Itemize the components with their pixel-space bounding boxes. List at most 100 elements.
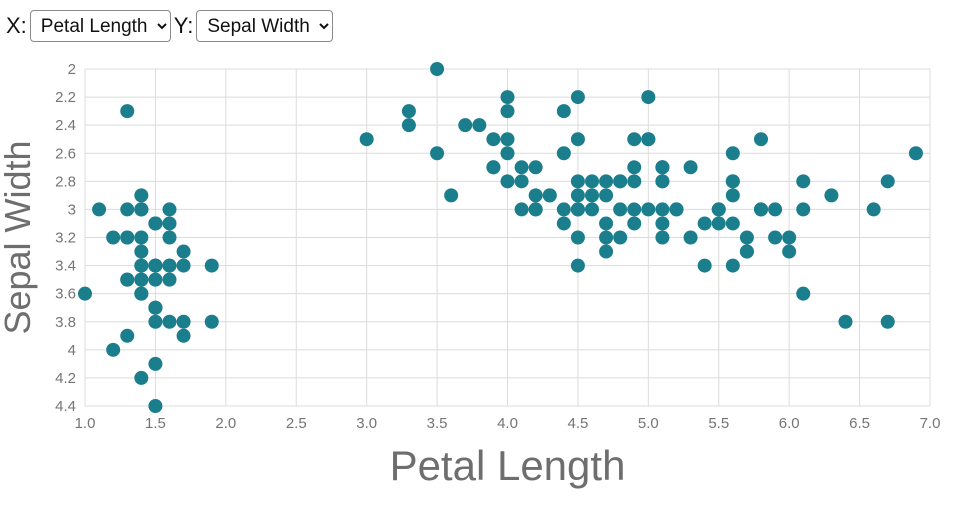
x-tick-label: 6.0 [779, 415, 800, 432]
y-tick-label: 4.2 [55, 370, 76, 387]
x-axis-title: Petal Length [390, 442, 626, 489]
data-point [880, 314, 895, 329]
data-point [148, 399, 163, 413]
x-tick-label: 4.5 [567, 415, 588, 432]
data-point [458, 118, 473, 133]
data-point [655, 216, 670, 231]
data-point [585, 188, 599, 203]
x-axis-label: X: [6, 13, 27, 38]
x-tick-label: 1.5 [145, 415, 166, 432]
y-tick-label: 3.8 [55, 314, 76, 331]
x-tick-label: 5.5 [708, 415, 729, 432]
data-point [500, 146, 515, 161]
data-point [134, 286, 149, 301]
x-axis-select[interactable]: Petal Length [29, 10, 171, 42]
data-point [570, 230, 585, 245]
x-tick-label: 3.5 [427, 415, 448, 432]
data-point [528, 160, 543, 175]
data-point [401, 118, 416, 133]
data-point [908, 146, 923, 161]
data-point [655, 174, 670, 189]
x-tick-label: 4.0 [497, 415, 518, 432]
data-point [148, 258, 163, 273]
data-point [556, 202, 571, 217]
data-point [866, 202, 881, 217]
data-point [106, 230, 121, 245]
y-axis-select[interactable]: Sepal Width [196, 10, 334, 42]
data-point [162, 202, 177, 217]
data-point [641, 90, 656, 105]
y-tick-label: 3.2 [55, 230, 76, 247]
data-point [599, 188, 614, 203]
data-point [162, 216, 177, 231]
data-point [725, 258, 740, 273]
data-point [599, 174, 614, 189]
data-point [556, 146, 571, 161]
data-point [134, 244, 149, 259]
data-point [528, 202, 543, 217]
data-point [148, 356, 163, 371]
data-point [120, 230, 135, 245]
data-point [176, 314, 191, 329]
data-point [528, 188, 543, 203]
data-point [796, 202, 811, 217]
data-point [162, 258, 177, 273]
x-tick-label: 2.5 [286, 415, 307, 432]
y-tick-label: 2.2 [55, 89, 76, 106]
data-point [570, 202, 585, 217]
data-point [556, 216, 571, 231]
data-point [134, 258, 149, 273]
y-tick-label: 3 [68, 201, 76, 218]
data-point [711, 202, 726, 217]
data-point [585, 174, 599, 189]
data-point [725, 216, 740, 231]
data-point [599, 230, 614, 245]
data-point [754, 202, 768, 217]
data-point [641, 202, 656, 217]
y-tick-label: 2.6 [55, 145, 76, 162]
data-point [542, 188, 557, 203]
data-point [613, 174, 628, 189]
data-point [754, 132, 768, 147]
data-point [162, 230, 177, 245]
data-point [134, 272, 149, 287]
data-point [514, 160, 529, 175]
data-point [725, 146, 740, 161]
data-point [486, 160, 501, 175]
x-tick-label: 6.5 [849, 415, 870, 432]
data-point [162, 314, 177, 329]
data-point [204, 314, 219, 329]
data-point [570, 90, 585, 105]
scatter-plot: 1.0 1.5 2.0 2.5 3.0 3.5 4.0 4.5 5.0 5.5 6.0 6.5 7.0 2… [0, 61, 940, 489]
data-point [78, 286, 92, 301]
data-point [570, 258, 585, 273]
data-point [796, 286, 811, 301]
data-point [148, 314, 163, 329]
data-point [768, 202, 783, 217]
data-point [514, 202, 529, 217]
data-point [486, 132, 501, 147]
data-point [500, 132, 515, 147]
y-tick-label: 3.6 [55, 286, 76, 303]
y-tick-label: 4.4 [55, 398, 76, 415]
data-point [359, 132, 374, 147]
data-point [444, 188, 459, 203]
y-tick-label: 2.8 [55, 173, 76, 190]
data-point [176, 328, 191, 343]
y-axis-title: Sepal Width [0, 140, 38, 334]
data-point [472, 118, 487, 133]
data-point [134, 370, 149, 385]
data-point [627, 132, 642, 147]
data-point [739, 244, 754, 259]
data-point [500, 174, 515, 189]
data-point [669, 202, 684, 217]
x-tick-label: 5.0 [638, 415, 659, 432]
data-point [430, 146, 445, 161]
data-point [176, 258, 191, 273]
y-tick-label: 2 [68, 61, 76, 78]
data-point [134, 230, 149, 245]
data-point [796, 174, 811, 189]
data-point [683, 230, 698, 245]
data-point [204, 258, 219, 273]
data-point [768, 230, 783, 245]
